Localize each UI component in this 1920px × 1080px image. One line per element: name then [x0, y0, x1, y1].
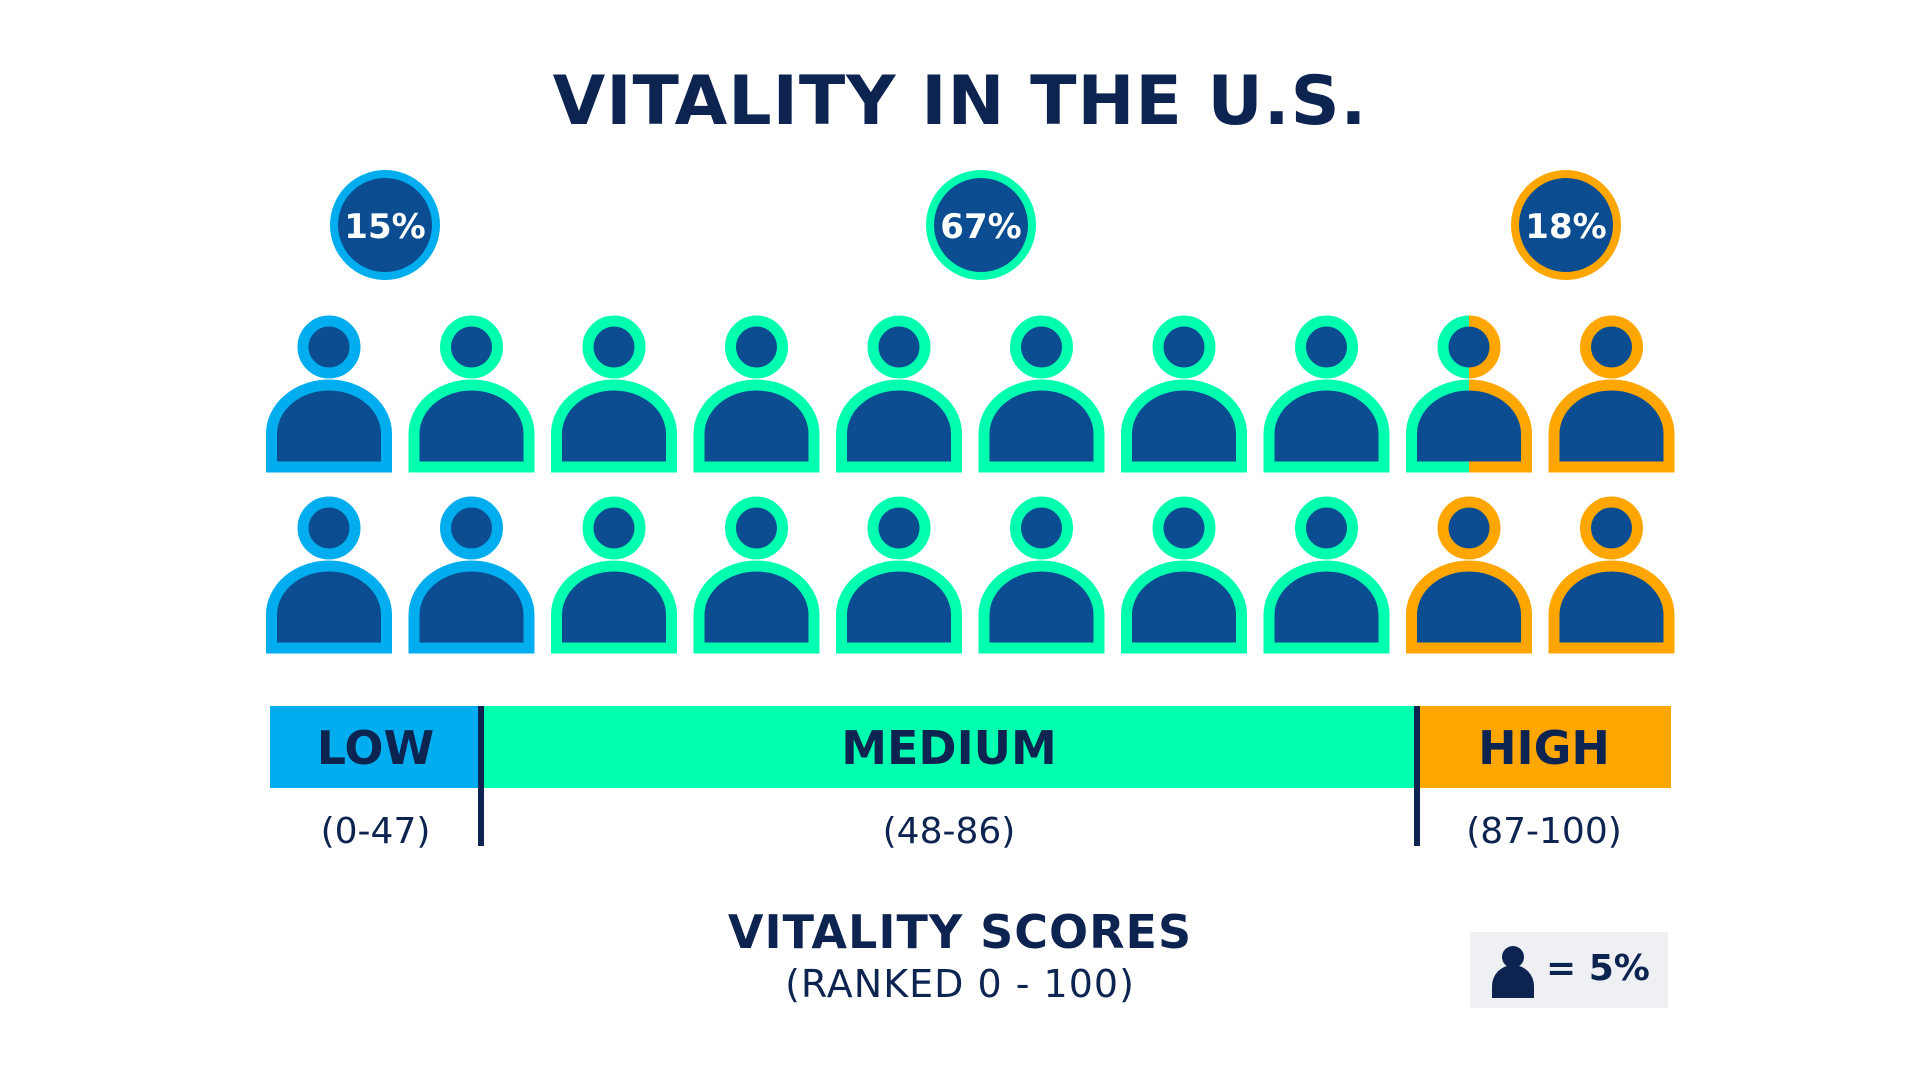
- person-icon: [408, 315, 535, 473]
- person-icon: [1263, 496, 1390, 654]
- person-icon: [978, 496, 1105, 654]
- category-label: HIGH: [1478, 721, 1610, 775]
- range-bar-high: [1417, 706, 1671, 788]
- person-icon: [693, 496, 820, 654]
- person-icon: [1492, 946, 1534, 998]
- person-icon: [1548, 315, 1675, 473]
- range-divider: [478, 706, 484, 846]
- person-icon: [1121, 315, 1247, 473]
- person-icon: [836, 315, 962, 473]
- person-icon: [1548, 496, 1675, 654]
- range-bar-low: [270, 706, 481, 788]
- range-bar-medium: [481, 706, 1417, 788]
- range-label: (0-47): [321, 811, 431, 852]
- x-axis-title: VITALITY SCORES: [727, 905, 1193, 959]
- percent-bubble-low: 15%: [330, 170, 440, 280]
- person-icon: [1406, 496, 1532, 654]
- data-label: 15%: [344, 207, 425, 247]
- data-label: 67%: [940, 207, 1021, 247]
- person-icon: [1406, 315, 1532, 473]
- person-icon: [693, 315, 820, 473]
- chart-title: VITALITY IN THE U.S.: [552, 62, 1368, 141]
- category-label: LOW: [317, 721, 435, 775]
- person-icon: [266, 496, 392, 654]
- person-icon: [551, 496, 677, 654]
- x-axis-subtitle: (RANKED 0 - 100): [785, 962, 1135, 1006]
- data-label: 18%: [1525, 207, 1606, 247]
- person-icon: [1263, 315, 1390, 473]
- person-icon: [836, 496, 962, 654]
- person-icon: [266, 315, 392, 473]
- legend-label: = 5%: [1546, 948, 1650, 989]
- person-icon: [1121, 496, 1247, 654]
- range-label: (87-100): [1466, 811, 1622, 852]
- pictograph-chart: 15% 67% 18% LOW (0-47) MEDIUM (48-86) HIGH (87-1…: [266, 170, 1675, 852]
- range-label: (48-86): [883, 811, 1016, 852]
- person-icon: [408, 496, 535, 654]
- percent-bubble-high: 18%: [1511, 170, 1621, 280]
- person-icon: [978, 315, 1105, 473]
- percent-bubble-medium: 67%: [926, 170, 1036, 280]
- person-icon: [551, 315, 677, 473]
- legend: = 5%: [1470, 932, 1668, 1008]
- category-label: MEDIUM: [841, 721, 1057, 775]
- range-divider: [1414, 706, 1420, 846]
